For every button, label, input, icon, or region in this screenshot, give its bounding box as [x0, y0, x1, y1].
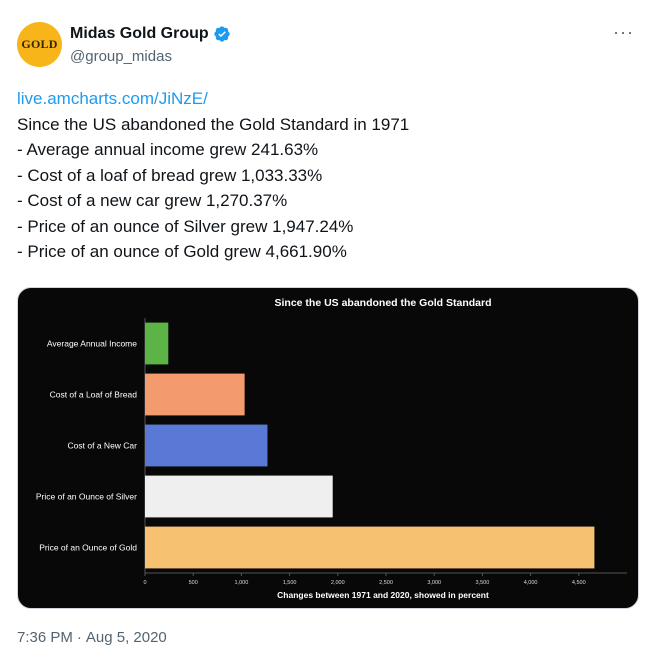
tweet-date: Aug 5, 2020 — [85, 629, 167, 646]
x-tick-label: 0 — [143, 580, 146, 586]
tweet-line: Since the US abandoned the Gold Standard… — [17, 114, 410, 134]
tweet-media-chart[interactable]: Since the US abandoned the Gold Standard… — [17, 287, 639, 609]
chart-bar[interactable] — [145, 373, 245, 416]
tweet-line: - Price of an ounce of Silver grew 1,947… — [17, 216, 354, 236]
x-tick-label: 3,500 — [476, 580, 490, 586]
verified-badge-icon — [213, 26, 230, 42]
tweet-time: 7:36 PM — [17, 629, 73, 646]
tweet-text: live.amcharts.com/JiNzE/ Since the US ab… — [17, 86, 633, 265]
chart-x-axis-label: Changes between 1971 and 2020, showed in… — [277, 590, 489, 600]
avatar-logo-text: GOLD — [21, 37, 58, 51]
chart-category-label: Average Annual Income — [47, 339, 137, 349]
user-handle[interactable]: @group_midas — [70, 48, 172, 65]
x-tick-label: 4,500 — [572, 580, 586, 586]
x-tick-label: 3,000 — [427, 580, 441, 586]
author-name-row[interactable]: Midas Gold Group — [70, 25, 231, 43]
x-tick-label: 500 — [189, 580, 198, 586]
chart-bar[interactable] — [145, 424, 268, 467]
chart-bar[interactable] — [145, 526, 595, 569]
chart-category-label: Cost of a New Car — [68, 441, 138, 451]
tweet-timestamp[interactable]: 7:36 PM · Aug 5, 2020 — [17, 629, 167, 646]
bar-chart: Since the US abandoned the Gold Standard… — [36, 297, 627, 600]
x-tick-label: 4,000 — [524, 580, 538, 586]
x-tick-label: 2,500 — [379, 580, 393, 586]
chart-bar[interactable] — [145, 322, 169, 365]
chart-category-label: Price of an Ounce of Silver — [36, 492, 137, 502]
tweet-line: - Average annual income grew 241.63% — [17, 140, 319, 159]
chart-category-label: Price of an Ounce of Gold — [39, 543, 137, 553]
avatar[interactable]: GOLD — [17, 22, 62, 67]
chart-bar[interactable] — [145, 475, 333, 518]
x-tick-label: 1,000 — [235, 580, 249, 586]
x-tick-label: 1,500 — [283, 580, 297, 586]
x-tick-label: 2,000 — [331, 580, 345, 586]
tweet-line: - Price of an ounce of Gold grew 4,661.9… — [17, 242, 347, 261]
chart-category-label: Cost of a Loaf of Bread — [50, 390, 138, 400]
chart-title: Since the US abandoned the Gold Standard — [274, 297, 491, 309]
more-options-icon[interactable]: ··· — [613, 22, 634, 42]
display-name[interactable]: Midas Gold Group — [70, 25, 209, 42]
tweet-line: - Cost of a loaf of bread grew 1,033.33% — [17, 165, 323, 185]
tweet-line: - Cost of a new car grew 1,270.37% — [17, 191, 288, 210]
timestamp-separator: · — [76, 629, 82, 646]
tweet-link[interactable]: live.amcharts.com/JiNzE/ — [17, 89, 208, 108]
